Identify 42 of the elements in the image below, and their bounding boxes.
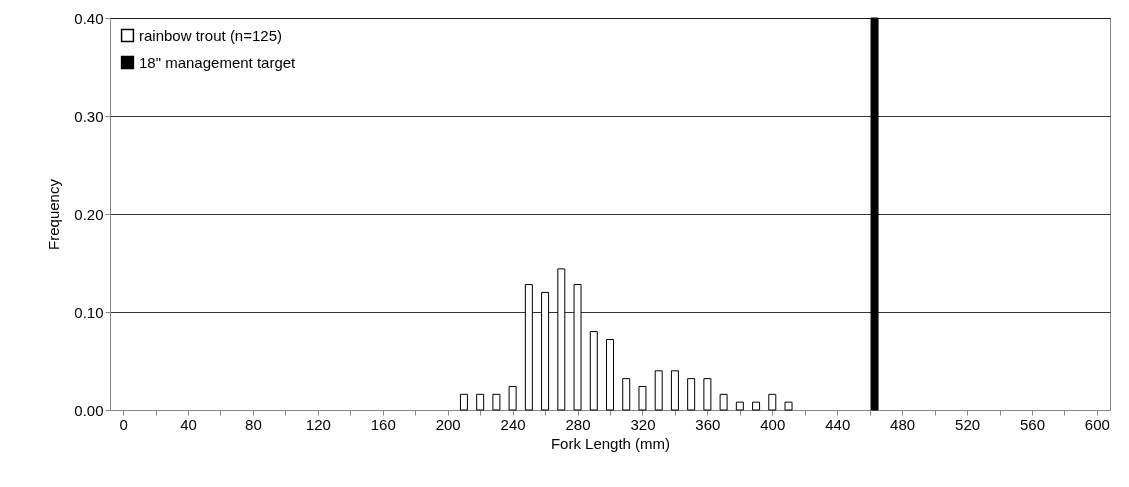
bar [703,378,712,411]
bar [622,378,631,411]
x-tick-label: 440 [825,415,851,433]
y-tick-label: 0.10 [74,303,104,321]
bar [492,393,501,411]
x-tick-label: 160 [370,415,396,433]
x-tick-label: 120 [305,415,331,433]
x-tick-label: 600 [1084,415,1110,433]
legend-label: 18" management target [139,53,297,71]
x-tick-label: 400 [760,415,786,433]
bar [606,338,614,411]
bar [735,401,744,411]
legend-label: rainbow trout (n=125) [139,26,282,44]
bar [459,393,468,411]
bar [476,393,485,411]
bar [638,385,647,411]
bar [768,393,777,411]
x-tick-label: 480 [890,415,916,433]
x-tick-label: 560 [1019,415,1045,433]
x-tick-label: 280 [565,415,591,433]
bar [654,370,663,411]
x-axis-title: Fork Length (mm) [550,434,671,452]
y-tick-label: 0.40 [74,9,104,27]
x-tick-label: 240 [500,415,526,433]
x-tick-label: 520 [955,415,981,433]
x-tick-label: 40 [180,415,197,433]
y-tick-label: 0.20 [74,205,104,223]
bar [589,331,598,411]
x-tick-label: 0 [119,415,128,433]
y-tick-label: 0.00 [74,401,104,419]
bar [670,370,679,411]
x-tick-label: 320 [630,415,656,433]
bar [752,401,761,411]
y-axis-title: Frequency [45,178,63,250]
y-tick-label: 0.30 [74,107,104,125]
x-tick-label: 360 [695,415,721,433]
x-tick-label: 200 [435,415,461,433]
bar [719,393,728,411]
bar [784,401,793,411]
bar [687,378,696,411]
bar [508,385,517,411]
x-tick-label: 80 [245,415,262,433]
